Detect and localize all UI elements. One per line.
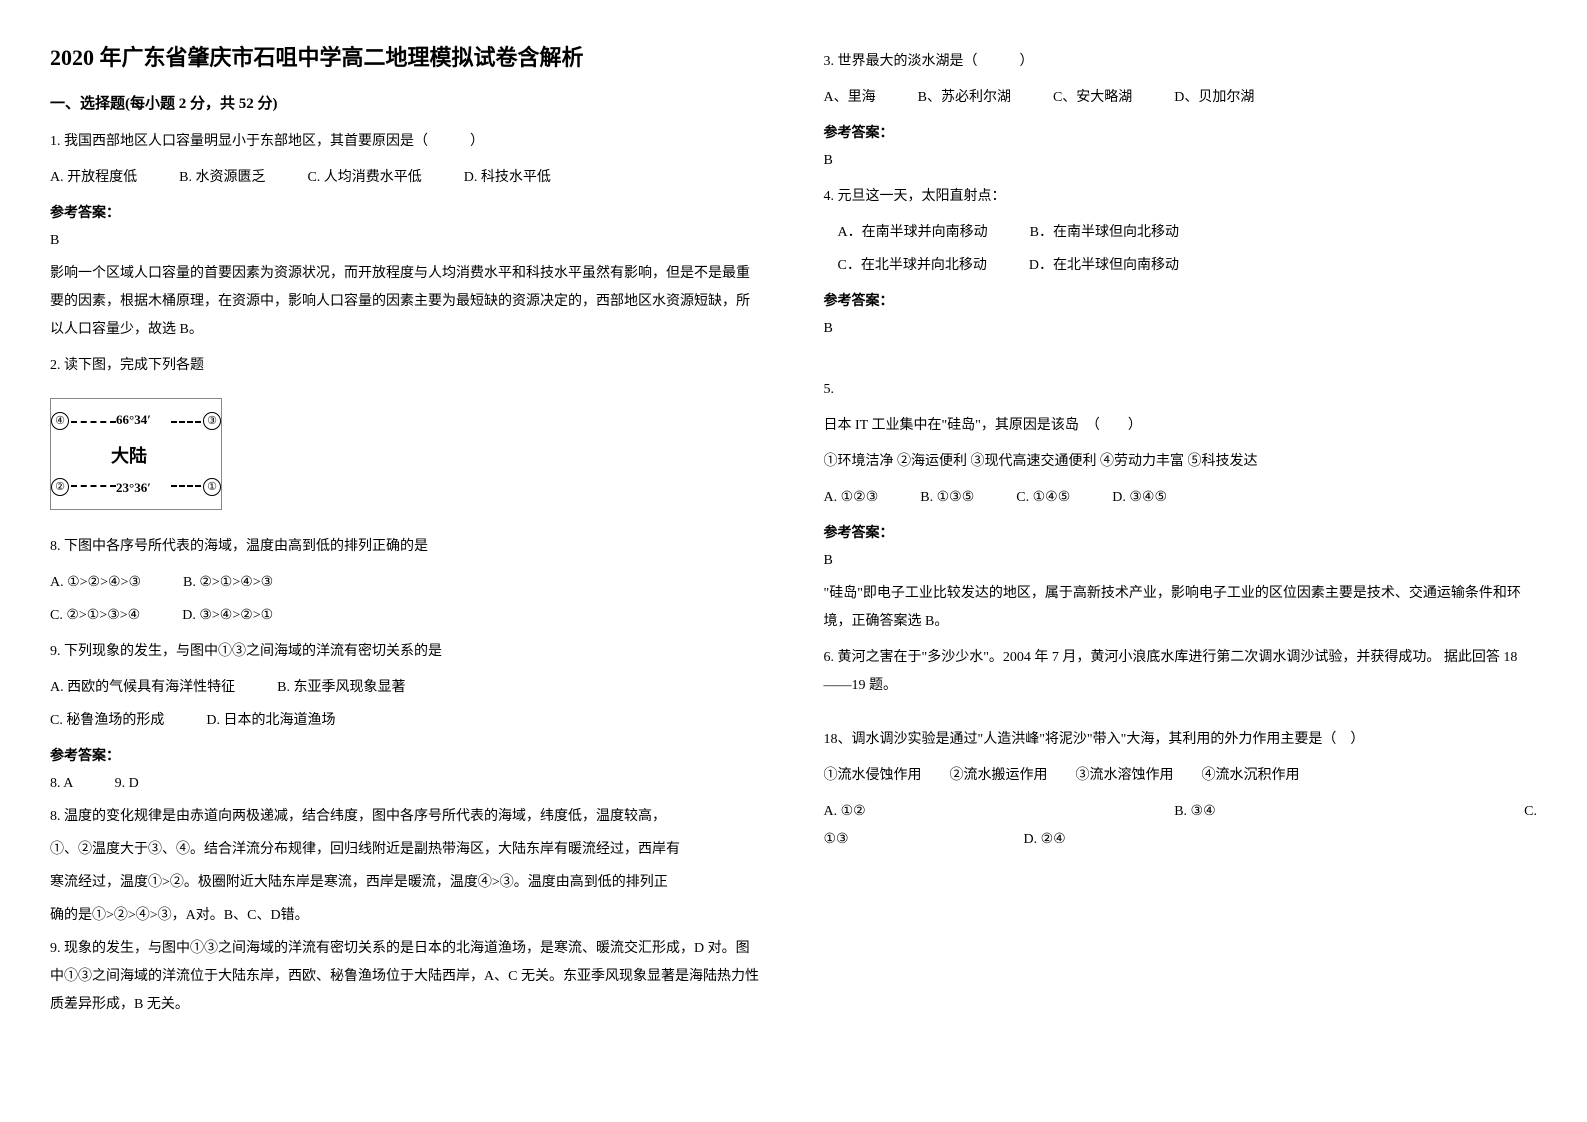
q4-answer: B [824, 315, 1538, 343]
q4-opts-a: A．在南半球并向南移动 B．在南半球但向北移动 [824, 219, 1538, 247]
q3-text: 3. 世界最大的淡水湖是（ ） [824, 48, 1538, 76]
q5-answer-label: 参考答案： [824, 522, 1538, 542]
q5-num: 5. [824, 376, 1538, 404]
q2-diagram: ④ 66°34′ ③ 大陆 ② 23°36′ ① [50, 398, 222, 510]
q5-explanation: "硅岛"即电子工业比较发达的地区，属于高新技术产业，影响电子工业的区位因素主要是… [824, 580, 1538, 636]
q1-explanation: 影响一个区域人口容量的首要因素为资源状况，而开放程度与人均消费水平和科技水平虽然… [50, 260, 764, 344]
q2-exp8: 8. 温度的变化规律是由赤道向两极递减，结合纬度，图中各序号所代表的海域，纬度低… [50, 803, 764, 831]
exam-title: 2020 年广东省肇庆市石咀中学高二地理模拟试卷含解析 [50, 40, 764, 72]
q2-sub9-opts-a: A. 西欧的气候具有海洋性特征 B. 东亚季风现象显著 [50, 674, 764, 702]
q6-opt-b: B. ③④ [1174, 798, 1215, 826]
left-column: 2020 年广东省肇庆市石咀中学高二地理模拟试卷含解析 一、选择题(每小题 2 … [50, 40, 764, 1024]
section-1-header: 一、选择题(每小题 2 分，共 52 分) [50, 92, 764, 113]
q2-sub8-opts-a: A. ①>②>④>③ B. ②>①>④>③ [50, 569, 764, 597]
diagram-circle-4: ④ [51, 412, 69, 430]
diagram-bot-lat: 23°36′ [116, 480, 151, 496]
q2-answer: 8. A 9. D [50, 770, 764, 798]
q2-exp9: 9. 现象的发生，与图中①③之间海域的洋流有密切关系的是日本的北海道渔场，是寒流… [50, 935, 764, 1019]
q3-options: A、里海 B、苏必利尔湖 C、安大略湖 D、贝加尔湖 [824, 84, 1538, 112]
q5-answer: B [824, 547, 1538, 575]
q6-sub18-text: 18、调水调沙实验是通过"人造洪峰"将泥沙"带入"大海，其利用的外力作用主要是（… [824, 726, 1538, 754]
q4-opts-b: C．在北半球并向北移动 D．在北半球但向南移动 [824, 252, 1538, 280]
q2-text: 2. 读下图，完成下列各题 [50, 352, 764, 380]
q2-answer-label: 参考答案： [50, 745, 764, 765]
diagram-circle-3: ③ [203, 412, 221, 430]
q6-text: 6. 黄河之害在于"多沙少水"。2004 年 7 月，黄河小浪底水库进行第二次调… [824, 644, 1538, 700]
q1-answer: B [50, 227, 764, 255]
q3-answer: B [824, 147, 1538, 175]
q6-opt-e: D. ②④ [1024, 826, 1066, 854]
q5-options: A. ①②③ B. ①③⑤ C. ①④⑤ D. ③④⑤ [824, 484, 1538, 512]
q6-opt-c: C. [1524, 798, 1537, 826]
q5-subtext: ①环境洁净 ②海运便利 ③现代高速交通便利 ④劳动力丰富 ⑤科技发达 [824, 448, 1538, 476]
q1-answer-label: 参考答案： [50, 202, 764, 222]
q4-answer-label: 参考答案： [824, 290, 1538, 310]
q2-sub8-text: 8. 下图中各序号所代表的海域，温度由高到低的排列正确的是 [50, 533, 764, 561]
right-column: 3. 世界最大的淡水湖是（ ） A、里海 B、苏必利尔湖 C、安大略湖 D、贝加… [824, 40, 1538, 1024]
q2-exp8d: 确的是①>②>④>③，A对。B、C、D错。 [50, 902, 764, 930]
q2-sub9-opts-b: C. 秘鲁渔场的形成 D. 日本的北海道渔场 [50, 707, 764, 735]
diagram-circle-1: ① [203, 478, 221, 496]
q6-opt-d: ①③ [824, 826, 1024, 854]
diagram-top-lat: 66°34′ [116, 412, 151, 428]
q6-sub18-subtext: ①流水侵蚀作用 ②流水搬运作用 ③流水溶蚀作用 ④流水沉积作用 [824, 762, 1538, 790]
q1-options: A. 开放程度低 B. 水资源匮乏 C. 人均消费水平低 D. 科技水平低 [50, 164, 764, 192]
q1-text: 1. 我国西部地区人口容量明显小于东部地区，其首要原因是（ ） [50, 128, 764, 156]
q6-opt-a: A. ①② [824, 798, 866, 826]
diagram-circle-2: ② [51, 478, 69, 496]
q3-answer-label: 参考答案： [824, 122, 1538, 142]
q2-exp8b: ①、②温度大于③、④。结合洋流分布规律，回归线附近是副热带海区，大陆东岸有暖流经… [50, 836, 764, 864]
q2-sub8-opts-b: C. ②>①>③>④ D. ③>④>②>① [50, 602, 764, 630]
q4-text: 4. 元旦这一天，太阳直射点： [824, 183, 1538, 211]
diagram-center: 大陆 [111, 442, 147, 468]
q2-sub9-text: 9. 下列现象的发生，与图中①③之间海域的洋流有密切关系的是 [50, 638, 764, 666]
q2-exp8c: 寒流经过，温度①>②。极圈附近大陆东岸是寒流，西岸是暖流，温度④>③。温度由高到… [50, 869, 764, 897]
q5-text: 日本 IT 工业集中在"硅岛"，其原因是该岛 （ ） [824, 412, 1538, 440]
